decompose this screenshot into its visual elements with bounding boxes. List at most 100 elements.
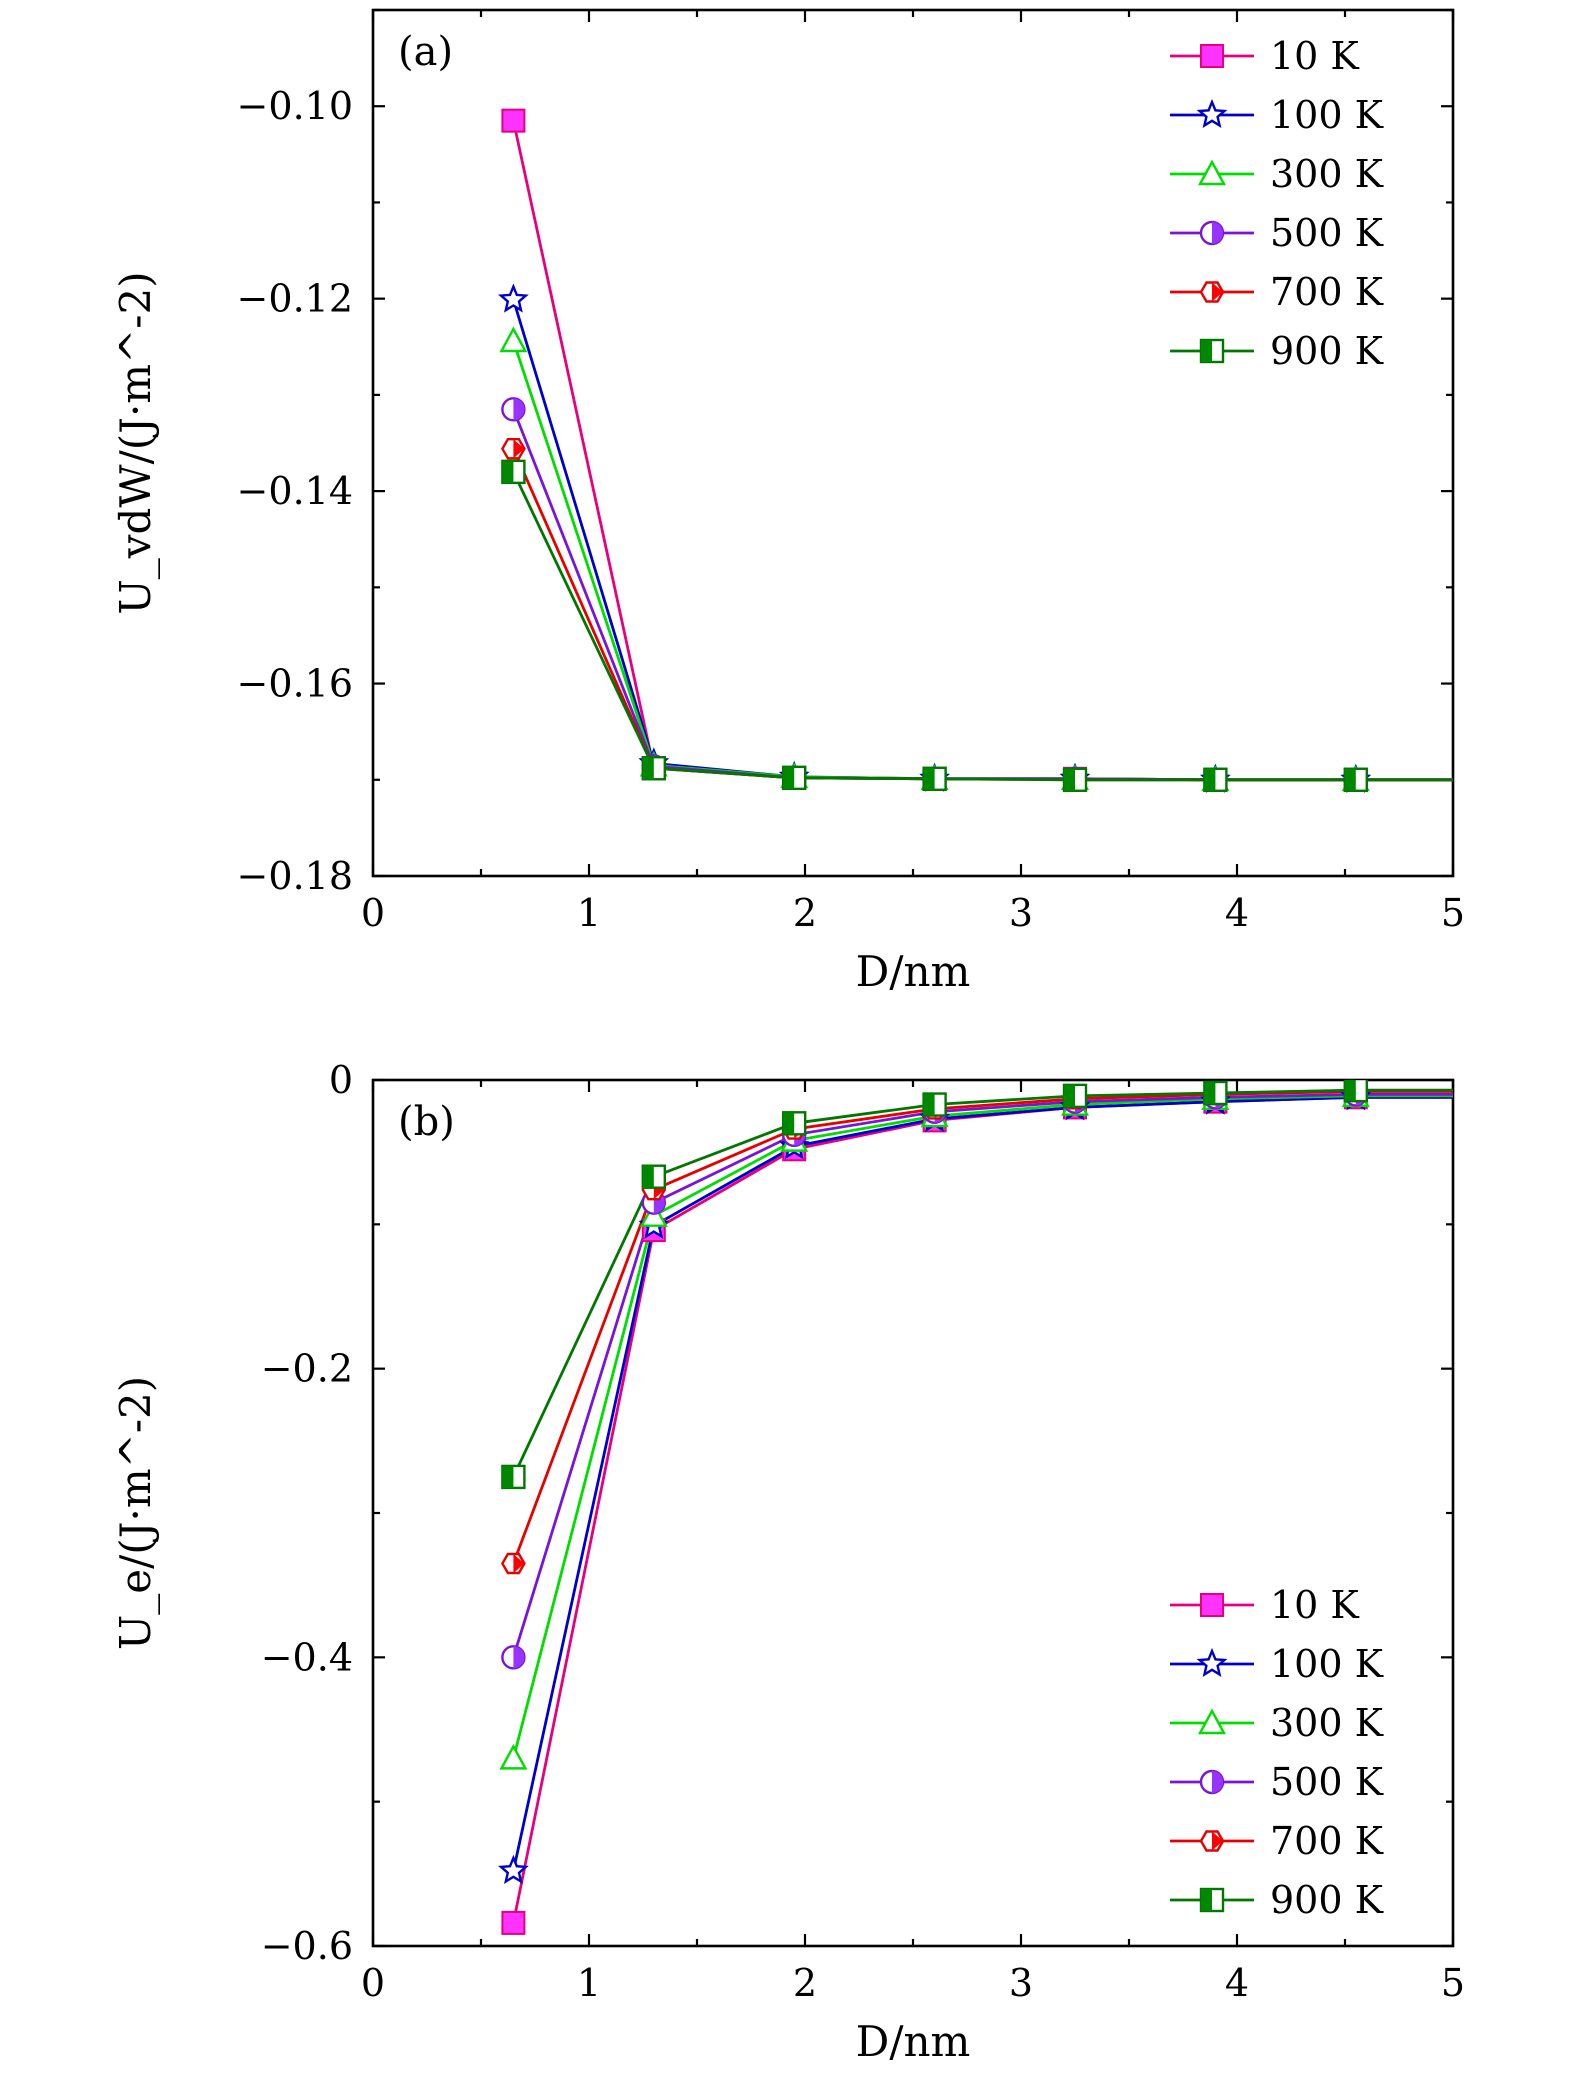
data-point-700k — [501, 1552, 526, 1575]
data-point-900k — [501, 459, 526, 485]
x-tick-label: 2 — [793, 891, 817, 935]
legend-label: 500 K — [1270, 211, 1384, 255]
data-point-900k — [501, 1464, 526, 1490]
legend-label: 100 K — [1270, 1642, 1384, 1686]
legend: 10 K 100 K 300 K 500 K 700 K 900 K — [1170, 34, 1384, 373]
legend: 10 K 100 K 300 K 500 K 700 K 900 K — [1170, 1583, 1384, 1922]
legend-item: 10 K — [1170, 1583, 1359, 1627]
legend-item: 700 K — [1170, 1819, 1384, 1863]
data-point-900k — [1343, 1080, 1369, 1103]
chart-panel-a: 0 1 2 3 4 5 −0.18 −0.16 −0.14 −0.12 −0.10 D/nm U_vdW… — [111, 8, 1465, 996]
legend-marker — [1199, 281, 1225, 303]
y-tick-label: 0 — [329, 1058, 353, 1102]
data-point-300k — [499, 326, 528, 353]
legend-item: 500 K — [1170, 1760, 1384, 1804]
data-point-10k — [501, 108, 526, 133]
legend-label: 500 K — [1270, 1760, 1384, 1804]
y-axis-label: U_e/(J·m^-2) — [111, 1376, 160, 1650]
legend-item: 500 K — [1170, 211, 1384, 255]
legend-label: 10 K — [1270, 34, 1359, 78]
data-point-100k — [498, 1854, 529, 1885]
plot-axes: 0 1 2 3 4 5 −0.18 −0.16 −0.14 −0.12 −0.10 D/nm U_vdW… — [111, 8, 1465, 996]
legend-label: 700 K — [1270, 270, 1384, 314]
data-point-900k — [1343, 767, 1369, 792]
y-tick-label: −0.10 — [237, 84, 353, 128]
y-tick-label: −0.18 — [237, 854, 353, 898]
x-tick-label: 0 — [361, 1961, 385, 2005]
legend-item: 100 K — [1170, 1642, 1384, 1686]
panel-label: (b) — [398, 1099, 455, 1145]
legend-marker — [1199, 338, 1225, 364]
y-tick-label: −0.12 — [237, 277, 353, 321]
series-line-500k — [512, 1093, 1453, 1658]
y-tick-label: −0.16 — [237, 662, 353, 706]
legend-item: 300 K — [1170, 152, 1384, 196]
legend-label: 10 K — [1270, 1583, 1359, 1627]
x-tick-label: 2 — [793, 1961, 817, 2005]
data-point-900k — [1062, 767, 1088, 792]
data-point-900k — [1062, 1083, 1088, 1109]
legend-label: 900 K — [1270, 1878, 1384, 1922]
x-tick-label: 5 — [1441, 891, 1465, 935]
series-line-900k — [512, 471, 1453, 782]
plot-area — [498, 1080, 1453, 1935]
legend-marker — [1200, 1593, 1224, 1617]
x-tick-label: 3 — [1009, 1961, 1033, 2005]
legend-marker — [1199, 1887, 1225, 1913]
y-tick-label: −0.6 — [261, 1924, 353, 1968]
legend-item: 10 K — [1170, 34, 1359, 78]
legend-item: 100 K — [1170, 93, 1384, 137]
data-point-900k — [1203, 767, 1228, 792]
x-tick-label: 5 — [1441, 1961, 1465, 2005]
legend-label: 100 K — [1270, 93, 1384, 137]
data-point-500k — [501, 1645, 526, 1670]
legend-marker — [1199, 1830, 1225, 1852]
legend-label: 700 K — [1270, 1819, 1384, 1863]
x-axis-label: D/nm — [856, 2017, 971, 2066]
data-point-900k — [641, 1164, 666, 1189]
x-tick-label: 4 — [1225, 891, 1249, 935]
data-point-900k — [922, 1092, 947, 1117]
legend-item: 700 K — [1170, 270, 1384, 314]
data-point-900k — [782, 765, 807, 791]
legend-marker — [1200, 44, 1224, 68]
data-point-700k — [501, 438, 526, 460]
data-point-100k — [498, 283, 529, 313]
legend-item: 900 K — [1170, 1878, 1384, 1922]
legend-marker — [1196, 1647, 1228, 1678]
series-line-900k — [512, 1088, 1453, 1478]
data-point-900k — [922, 766, 947, 792]
y-tick-label: −0.2 — [261, 1347, 353, 1391]
legend-marker — [1196, 98, 1228, 129]
plot-area — [498, 108, 1453, 793]
panel-label: (a) — [398, 29, 453, 75]
legend-label: 300 K — [1270, 1701, 1384, 1745]
data-point-900k — [782, 1111, 807, 1136]
legend-item: 900 K — [1170, 329, 1384, 373]
y-tick-label: −0.14 — [237, 469, 353, 513]
legend-marker — [1199, 1769, 1225, 1795]
data-point-500k — [501, 397, 526, 422]
x-tick-label: 4 — [1225, 1961, 1249, 2005]
legend-marker — [1199, 220, 1225, 246]
x-tick-label: 3 — [1009, 891, 1033, 935]
data-point-900k — [1203, 1080, 1228, 1106]
series-line-100k — [512, 1095, 1453, 1872]
data-point-900k — [641, 756, 666, 781]
y-axis-label: U_vdW/(J·m^-2) — [111, 271, 160, 614]
legend-item: 300 K — [1170, 1701, 1384, 1745]
legend-label: 900 K — [1270, 329, 1384, 373]
chart-panel-b: 0 1 2 3 4 5 −0.6 −0.4 −0.2 0 D/nm U_e/(J·m^-2) (b) 10… — [111, 1058, 1465, 2066]
x-tick-label: 1 — [577, 891, 601, 935]
legend-marker — [1197, 1708, 1227, 1735]
plot-axes: 0 1 2 3 4 5 −0.6 −0.4 −0.2 0 D/nm U_e/(J·m^-2) (b) — [111, 1058, 1465, 2066]
x-axis-label: D/nm — [856, 947, 971, 996]
x-tick-label: 0 — [361, 891, 385, 935]
data-point-10k — [501, 1910, 526, 1935]
x-tick-label: 1 — [577, 1961, 601, 2005]
y-tick-label: −0.4 — [261, 1635, 353, 1679]
legend-label: 300 K — [1270, 152, 1384, 196]
series-line-300k — [512, 1094, 1453, 1759]
data-point-300k — [499, 1743, 528, 1770]
legend-marker — [1197, 159, 1227, 186]
